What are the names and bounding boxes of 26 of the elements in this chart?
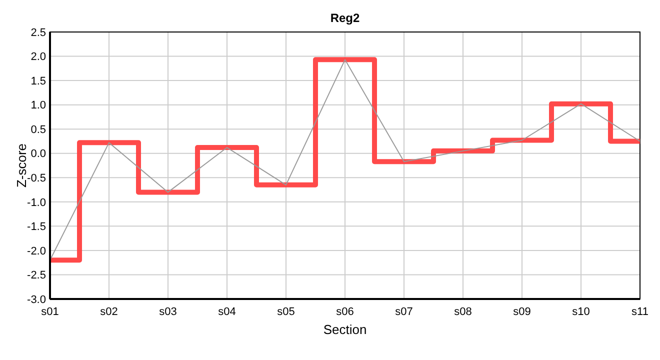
y-tick-label: 2.5 <box>30 26 46 39</box>
x-axis-title: Section <box>323 322 367 337</box>
x-tick-label: s08 <box>454 306 472 318</box>
y-tick-label: 0.5 <box>30 124 46 136</box>
y-tick-label: -1.0 <box>27 196 46 209</box>
x-tick-label: s10 <box>572 306 590 318</box>
y-tick-label: -3.0 <box>27 294 46 306</box>
y-tick-label: -0.5 <box>27 172 46 184</box>
x-tick-label: s02 <box>100 306 118 318</box>
y-tick-label: 2.0 <box>30 51 46 64</box>
x-tick-label: s06 <box>336 306 354 318</box>
x-tick-label: s04 <box>218 306 236 318</box>
y-tick-label: 1.0 <box>30 100 46 112</box>
x-tick-label: s03 <box>159 306 177 318</box>
chart-title: Reg2 <box>330 11 360 25</box>
y-tick-label: 0.0 <box>30 148 46 160</box>
y-axis-title: Z-score <box>14 143 29 188</box>
x-tick-label: s11 <box>632 306 648 318</box>
y-tick-label: -2.5 <box>27 270 46 282</box>
x-tick-label: s09 <box>513 306 531 318</box>
x-tick-label: s05 <box>277 306 295 318</box>
y-tick-label: -2.0 <box>27 245 46 258</box>
x-tick-label: s07 <box>395 306 413 318</box>
y-tick-label: -1.5 <box>27 221 46 234</box>
x-tick-label: s01 <box>41 306 59 318</box>
y-tick-label: 1.5 <box>30 75 46 88</box>
